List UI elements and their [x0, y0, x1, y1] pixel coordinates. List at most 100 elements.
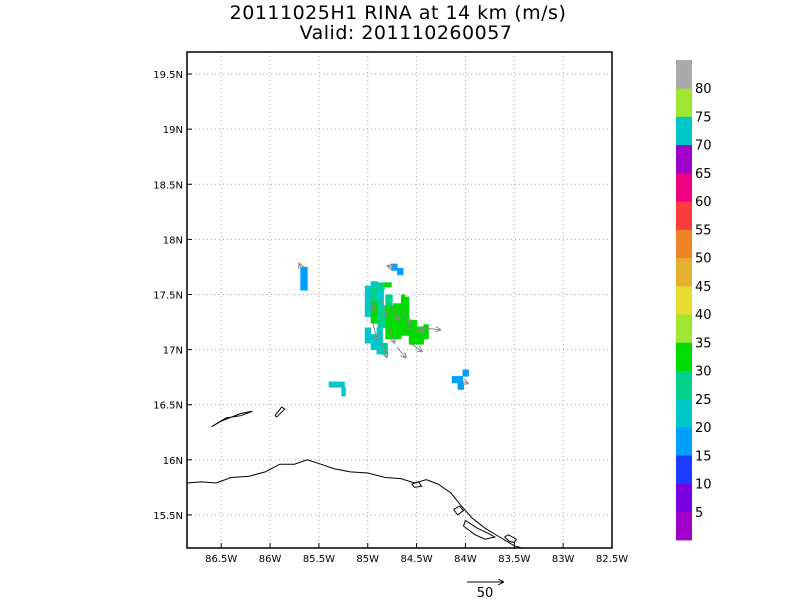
coastline-segment: [187, 459, 523, 548]
y-tick-label: 16.5N: [153, 401, 183, 412]
wind-vectors: [299, 264, 468, 384]
x-tick-label: 84W: [454, 554, 477, 565]
y-tick-label: 17N: [163, 346, 183, 357]
wind-cell: [385, 294, 393, 307]
colorbar-label: 75: [695, 110, 712, 125]
wind-vector: [381, 299, 386, 316]
wind-cell: [300, 266, 308, 276]
wind-cell: [382, 342, 388, 355]
wind-vector: [387, 266, 397, 268]
wind-cell: [377, 288, 384, 307]
coastline-segment: [411, 481, 423, 488]
colorbar-label: 20: [695, 421, 712, 436]
y-tick-label: 17.5N: [153, 290, 183, 301]
colorbar-label: 70: [695, 139, 712, 154]
colorbar-label: 60: [695, 195, 712, 210]
x-tick-label: 83.5W: [498, 554, 530, 565]
colorbar-segment: [676, 144, 692, 174]
x-tick-label: 83W: [552, 554, 575, 565]
plot-frame: [186, 51, 613, 549]
coastline-segment: [211, 410, 253, 428]
colorbar-segment: [676, 314, 692, 343]
wind-cell: [451, 376, 464, 384]
y-tick-label: 18N: [163, 235, 183, 246]
wind-cell: [370, 281, 379, 289]
wind-cell: [364, 285, 372, 293]
colorbar-label: 65: [695, 167, 712, 182]
wind-vector: [299, 264, 301, 268]
colorbar-segment: [676, 172, 692, 202]
y-tick-label: 15.5N: [153, 511, 183, 522]
wind-cell: [328, 381, 345, 388]
wind-cell: [457, 382, 464, 390]
colorbar-segment: [676, 483, 692, 513]
colorbar-legend: 5 10 15 20 25 30 35 40 45 50 55 60 65 70 75 80: [676, 60, 712, 541]
colorbar-segment: [676, 257, 692, 287]
wind-vector: [411, 343, 422, 351]
y-axis: 15.5N 16N 16.5N 17N 17.5N 18N 18.5N 19N 19.5N: [153, 70, 192, 522]
y-tick-label: 16N: [163, 456, 183, 467]
wind-vector: [391, 305, 398, 320]
y-tick-label: 19N: [163, 125, 183, 136]
reference-vector-label: 50: [477, 586, 494, 600]
coastline-segment: [453, 505, 465, 516]
y-tick-label: 18.5N: [153, 180, 183, 191]
wind-cell: [377, 282, 385, 290]
wind-cell: [384, 282, 392, 288]
wind-cell: [423, 324, 429, 340]
wind-speed-field: [300, 263, 469, 397]
colorbar-label: 30: [695, 365, 712, 380]
colorbar-label: 55: [695, 223, 712, 238]
wind-cell: [376, 327, 383, 342]
colorbar-label: 5: [695, 506, 703, 521]
colorbar-segment: [676, 116, 692, 146]
reference-vector: 50: [467, 582, 503, 600]
colorbar-segment: [676, 427, 692, 456]
wind-cell: [364, 327, 372, 344]
wind-cell: [300, 274, 308, 283]
coastline-segment: [274, 406, 286, 418]
colorbar-label: 80: [695, 82, 712, 97]
wind-cell: [462, 369, 469, 377]
colorbar-segment: [676, 201, 692, 230]
colorbar-label: 40: [695, 308, 712, 323]
coastline-segment: [504, 534, 517, 544]
colorbar-segment: [676, 285, 692, 315]
wind-cell: [376, 340, 383, 355]
colorbar-label: 10: [695, 478, 712, 493]
wind-cell: [416, 326, 424, 345]
wind-cell: [364, 301, 372, 318]
colorbar-label: 25: [695, 393, 712, 408]
wind-cell: [397, 268, 404, 276]
gridlines: [187, 52, 613, 548]
wind-vector: [460, 380, 468, 383]
wind-cell: [385, 305, 394, 340]
chart-title: 20111025H1 RINA at 14 km (m/s): [229, 2, 567, 24]
colorbar-label: 50: [695, 252, 712, 267]
x-tick-label: 82.5W: [596, 554, 628, 565]
coastline: [187, 406, 523, 548]
wind-cell: [370, 287, 379, 302]
x-tick-label: 85W: [356, 554, 379, 565]
wind-vector: [404, 327, 424, 332]
colorbar-segment: [676, 398, 692, 428]
colorbar-label: 15: [695, 449, 712, 464]
colorbar-segment: [676, 455, 692, 484]
colorbar-segment: [676, 60, 692, 89]
wind-cell: [364, 292, 372, 302]
x-tick-label: 85.5W: [303, 554, 335, 565]
x-tick-label: 86.5W: [205, 554, 237, 565]
chart-valid-time: Valid: 201110260057: [299, 22, 513, 44]
wind-vector: [371, 297, 374, 311]
wind-cell: [341, 387, 346, 397]
colorbar-segment: [676, 511, 692, 541]
colorbar-segment: [676, 342, 692, 371]
wind-cell: [377, 305, 386, 329]
wind-cell: [400, 294, 406, 304]
wind-vector: [372, 321, 377, 339]
colorbar-segment: [676, 229, 692, 259]
x-tick-label: 84.5W: [401, 554, 433, 565]
wind-cell: [370, 334, 378, 351]
wind-cell: [393, 303, 402, 340]
